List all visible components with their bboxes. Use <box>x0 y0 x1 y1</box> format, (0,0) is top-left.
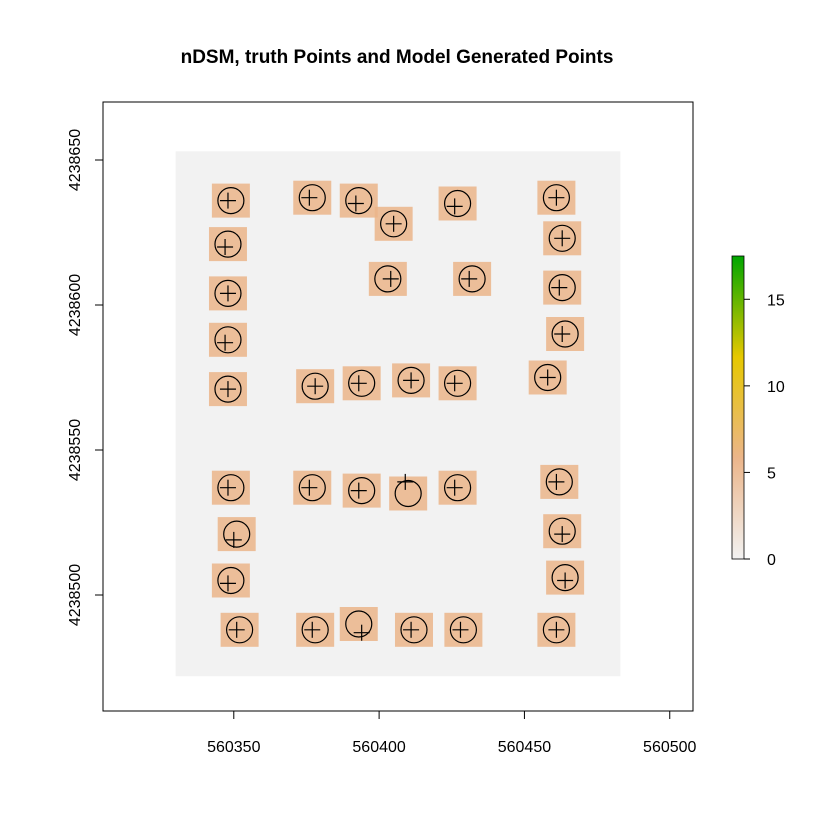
truth-point-plus <box>551 279 568 296</box>
truth-point-plus <box>452 621 469 638</box>
truth-point-plus <box>548 473 565 490</box>
model-point-circle <box>548 517 576 545</box>
model-point-circle <box>394 479 422 508</box>
truth-point-plus <box>219 381 236 398</box>
model-point-circle <box>217 474 245 502</box>
model-point-circle <box>548 274 576 302</box>
truth-point-plus <box>350 375 367 392</box>
truth-point-plus <box>304 621 321 638</box>
truth-point-plus <box>554 526 571 543</box>
model-point-circle <box>443 189 472 218</box>
truth-point-plus <box>228 621 245 638</box>
colorbar-tick-label: 5 <box>767 465 776 482</box>
model-point-circle <box>348 477 376 505</box>
model-point-circle <box>400 616 428 644</box>
y-axis: 4238500 4238550 4238600 4238650 <box>67 129 104 626</box>
truth-point-plus <box>217 334 234 351</box>
point-markers <box>214 184 579 644</box>
truth-point-plus <box>403 372 420 389</box>
model-point-circle <box>458 265 486 293</box>
model-point-circle <box>551 320 579 348</box>
truth-point-plus <box>557 572 574 589</box>
model-point-circle <box>345 187 373 215</box>
truth-point-plus <box>554 326 571 342</box>
truth-point-plus <box>219 285 236 302</box>
y-tick-label: 4238600 <box>67 274 84 336</box>
model-point-circle <box>217 566 245 595</box>
model-point-circle <box>374 265 402 293</box>
truth-point-plus <box>397 473 414 490</box>
model-point-circle <box>548 224 576 252</box>
model-point-circle <box>551 563 579 592</box>
model-point-circle <box>348 369 376 397</box>
truth-point-plus <box>307 378 324 395</box>
model-point-circle <box>214 375 242 403</box>
x-tick-label: 560450 <box>498 739 551 756</box>
truth-point-plus <box>554 230 571 247</box>
model-point-circle <box>545 468 573 496</box>
y-tick-label: 4238550 <box>67 419 84 481</box>
model-point-circle <box>301 616 329 644</box>
truth-point-plus <box>548 621 565 638</box>
chart-title: nDSM, truth Points and Model Generated P… <box>181 47 614 68</box>
model-point-circle <box>534 363 562 392</box>
model-point-circle <box>217 187 245 215</box>
truth-point-plus <box>353 624 370 641</box>
truth-point-plus <box>219 575 236 592</box>
model-point-circle <box>449 616 477 644</box>
truth-point-plus <box>382 270 399 287</box>
colorbar-tick-label: 15 <box>767 292 785 309</box>
truth-point-plus <box>219 479 236 496</box>
truth-point-plus <box>301 479 318 496</box>
model-point-circle <box>345 610 373 638</box>
model-point-circle <box>226 616 254 644</box>
model-point-circle <box>214 230 242 258</box>
truth-point-plus <box>347 195 364 212</box>
model-point-circle <box>542 184 570 212</box>
model-point-circle <box>542 616 570 644</box>
x-tick-label: 560500 <box>643 739 696 756</box>
x-tick-label: 560400 <box>352 739 405 756</box>
model-point-circle <box>298 184 326 212</box>
model-point-circle <box>443 474 472 502</box>
model-point-circle <box>214 326 242 354</box>
colorbar-gradient <box>731 255 745 560</box>
y-tick-label: 4238500 <box>67 564 84 626</box>
model-point-circle <box>223 520 251 548</box>
model-point-circle <box>397 366 425 394</box>
truth-point-plus <box>446 375 463 392</box>
model-point-circle <box>443 369 472 397</box>
truth-point-plus <box>548 189 565 206</box>
truth-point-plus <box>219 192 236 209</box>
model-point-circle <box>214 279 242 307</box>
truth-point-plus <box>403 621 420 638</box>
colorbar-tick-label: 0 <box>767 552 776 569</box>
truth-point-plus <box>461 270 478 287</box>
x-axis: 560350 560400 560450 560500 <box>207 710 697 756</box>
x-tick-label: 560350 <box>207 739 260 756</box>
model-point-circle <box>380 210 408 238</box>
colorbar-tick-label: 10 <box>767 379 785 396</box>
truth-point-plus <box>385 215 402 232</box>
truth-point-plus <box>350 482 367 499</box>
model-point-circle <box>298 474 326 502</box>
truth-point-plus <box>539 369 556 386</box>
truth-point-plus <box>446 198 463 215</box>
y-tick-label: 4238650 <box>67 129 84 191</box>
truth-point-plus <box>225 531 242 548</box>
truth-point-plus <box>301 189 318 206</box>
truth-point-plus <box>217 239 234 255</box>
model-point-circle <box>301 372 329 400</box>
colorbar: 0 5 10 15 <box>731 255 785 569</box>
truth-point-plus <box>446 479 463 496</box>
